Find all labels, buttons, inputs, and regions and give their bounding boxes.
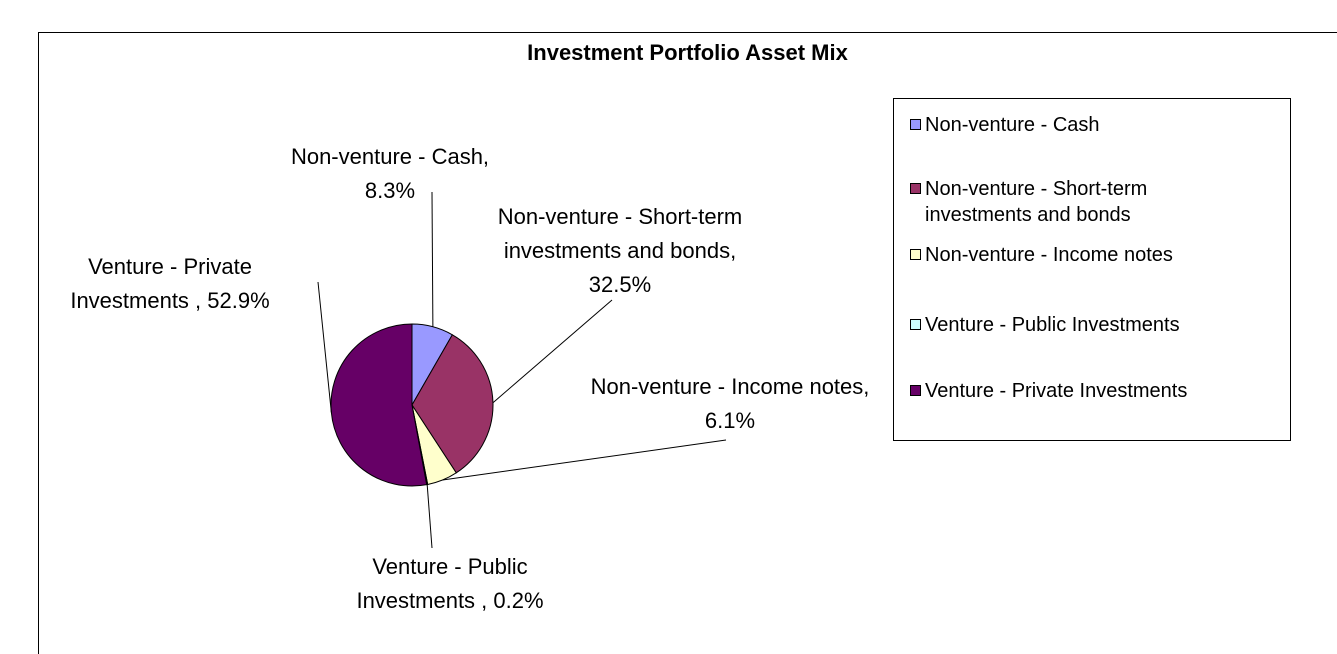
data-label: Non-venture - Income notes, 6.1% (590, 374, 870, 433)
chart-title: Investment Portfolio Asset Mix (527, 40, 848, 65)
data-label: Non-venture - Cash, 8.3% (290, 144, 490, 203)
leader-line (492, 299, 613, 404)
leader-line (317, 281, 332, 413)
legend-label: Non-venture - Cash (925, 114, 1100, 136)
pie-slice (411, 334, 494, 474)
legend-box (893, 98, 1291, 441)
data-label: Venture - Public Investments , 0.2% (356, 554, 544, 613)
legend-swatch (910, 183, 921, 194)
legend-label: Venture - Public Investments (925, 314, 1180, 336)
legend-swatch (910, 249, 921, 260)
legend-label: Non-venture - Income notes (925, 244, 1173, 266)
leader-line (426, 484, 433, 549)
data-label: Venture - Private Investments , 52.9% (70, 254, 270, 313)
legend-label: Non-venture - Short-term investments and… (925, 178, 1148, 226)
legend-swatch (910, 119, 921, 130)
legend-swatch (910, 319, 921, 330)
leader-line (431, 191, 434, 327)
legend-swatch (910, 385, 921, 396)
pie-slice (330, 323, 428, 487)
data-label: Non-venture - Short-term investments and… (497, 204, 743, 297)
leader-line (442, 439, 727, 481)
legend-label: Venture - Private Investments (925, 380, 1188, 402)
